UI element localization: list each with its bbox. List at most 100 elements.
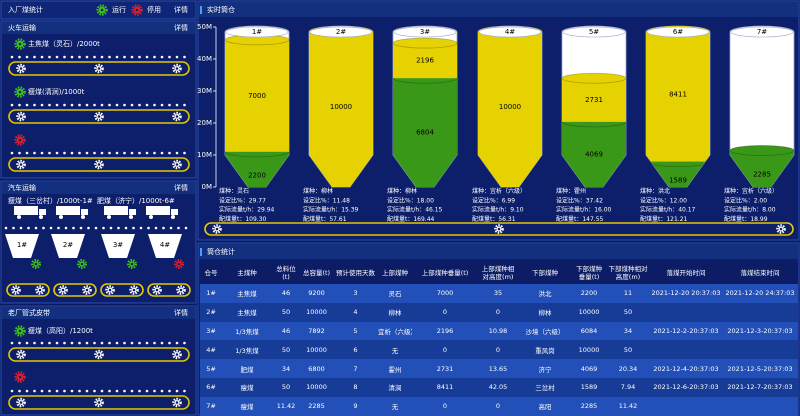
gear-teeth xyxy=(14,134,26,146)
coal-dot xyxy=(130,55,134,59)
gear-hole xyxy=(18,90,22,94)
table-cell xyxy=(722,396,798,416)
coal-dot xyxy=(160,55,164,59)
coal-dot xyxy=(18,341,21,345)
gear-icon xyxy=(172,111,182,122)
hopper xyxy=(101,234,135,258)
coal-dot xyxy=(18,151,21,155)
gear-icon xyxy=(129,285,139,295)
gear-icon xyxy=(76,259,87,270)
coal-dot xyxy=(138,341,141,345)
gear-teeth xyxy=(776,224,786,234)
layer-value: 6804 xyxy=(416,129,434,137)
silo-cap xyxy=(478,26,542,38)
gear-teeth xyxy=(172,63,182,74)
coal-dot xyxy=(25,151,29,155)
legend-stop: 停用 xyxy=(147,5,161,14)
gear-hole xyxy=(18,138,22,142)
info-label: 煤种： xyxy=(219,187,237,195)
coal-dot xyxy=(100,389,104,393)
y-tick-label: 40M xyxy=(197,55,212,63)
table-cell: 柳林 xyxy=(518,302,572,322)
table-cell: 20.34 xyxy=(606,359,650,378)
coal-dot xyxy=(55,151,59,155)
coal-dot xyxy=(40,389,44,393)
layer-fill xyxy=(562,78,626,122)
coal-dot xyxy=(175,389,179,393)
coal-dot xyxy=(33,389,36,393)
table-cell: 瘦煤 xyxy=(222,396,272,416)
coal-dot xyxy=(10,389,14,393)
table-cell: 35 xyxy=(478,284,518,303)
info-label: 设定比%： xyxy=(472,196,502,204)
info-value: 9.10 xyxy=(510,206,524,213)
info-label: 设定比%： xyxy=(724,196,754,204)
coal-dot xyxy=(19,226,23,230)
table-cell: 10000 xyxy=(572,302,606,322)
coal-dot xyxy=(78,55,81,59)
gear-icon xyxy=(94,159,104,170)
table-cell: 重风岗 xyxy=(518,340,572,360)
table-cell: 1589 xyxy=(572,377,606,397)
coal-dot xyxy=(40,151,44,155)
gear-teeth xyxy=(16,63,26,74)
silo-info: 煤种：柳林 xyxy=(303,187,333,195)
legend-run: 运行 xyxy=(112,5,126,14)
info-label: 配煤量t： xyxy=(724,214,750,222)
coal-dot xyxy=(18,103,21,107)
gear-teeth xyxy=(16,159,26,170)
coal-dot xyxy=(70,341,74,345)
coal-dot xyxy=(175,341,179,345)
info-value: 46.15 xyxy=(425,206,442,213)
coal-dot xyxy=(70,389,74,393)
table-cell: 1/3焦煤 xyxy=(222,321,272,341)
detail-link[interactable]: 详情 xyxy=(174,183,188,192)
coal-dot xyxy=(147,226,150,230)
coal-dot xyxy=(48,103,51,107)
silo-label: 7# xyxy=(757,28,767,36)
coal-dot xyxy=(70,55,74,59)
silo-info: 实际流量t/h：8.00 xyxy=(724,205,776,213)
table-cell: 4069 xyxy=(572,359,606,378)
table-cell: 霍州 xyxy=(378,359,412,378)
table-cell xyxy=(650,340,722,360)
coal-dot xyxy=(48,341,51,345)
pipe-header xyxy=(2,307,195,319)
detail-link[interactable]: 详情 xyxy=(174,308,188,317)
gear-teeth xyxy=(94,397,104,408)
source-label: 瘦煤（三岔村）/1000t-1# xyxy=(8,196,93,205)
coal-dot xyxy=(132,226,135,230)
info-label: 实际流量t/h： xyxy=(303,205,341,213)
silo-layer xyxy=(646,26,710,162)
gear-teeth xyxy=(94,63,104,74)
coal-dot xyxy=(145,151,149,155)
line-label: 主焦煤（灵石）/2000t xyxy=(28,39,100,48)
coal-dot xyxy=(100,103,104,107)
table-cell: 宜析（六级） xyxy=(378,321,412,341)
detail-link[interactable]: 详情 xyxy=(174,5,188,14)
coal-dot xyxy=(160,341,164,345)
gear-icon xyxy=(16,159,26,170)
gear-hole xyxy=(19,401,23,404)
coal-dot xyxy=(25,55,29,59)
gear-teeth xyxy=(152,285,162,295)
table-cell xyxy=(722,340,798,360)
coal-dot xyxy=(108,151,111,155)
coal-dot xyxy=(10,55,14,59)
table-cell: 无 xyxy=(378,340,412,360)
coal-dot xyxy=(25,341,29,345)
hopper xyxy=(148,234,182,258)
detail-link[interactable]: 详情 xyxy=(174,23,188,32)
silo-table: 仓号 主煤种 总料位(t) 总容量(t) 预计使用天数 上部煤种 上部煤种垂量(t) 上部煤种… xyxy=(200,262,798,416)
table-cell xyxy=(650,302,722,322)
column-header: 总料位(t) xyxy=(272,262,300,284)
coal-dot xyxy=(175,151,179,155)
coal-dot xyxy=(10,151,14,155)
truck-wheel xyxy=(39,215,43,219)
coal-dot xyxy=(183,55,186,59)
coal-dot xyxy=(130,341,134,345)
table-cell xyxy=(650,396,722,416)
coal-dot xyxy=(138,389,141,393)
silo-label: 6# xyxy=(673,28,683,36)
